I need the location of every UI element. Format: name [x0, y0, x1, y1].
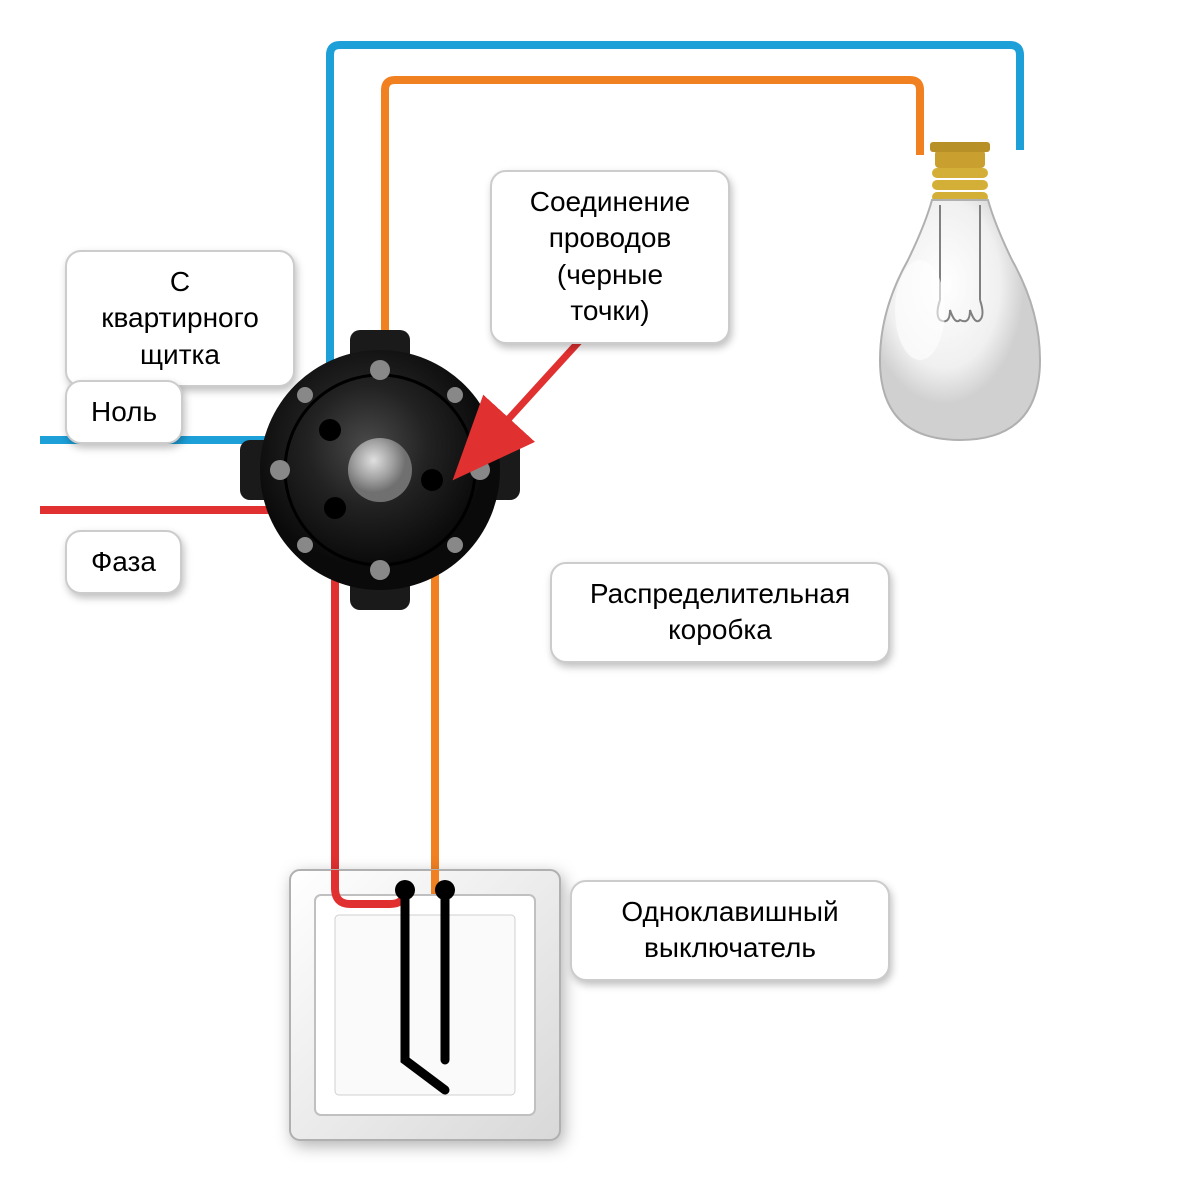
label-wire-connection: Соединение проводов (черные точки) [490, 170, 730, 344]
wires [40, 45, 1020, 870]
pointer-arrow [462, 335, 585, 470]
switch-contact [405, 890, 445, 1090]
load-node [421, 469, 443, 491]
phase-node [324, 497, 346, 519]
label-from-panel: С квартирного щитка [65, 250, 295, 387]
switch-icon [290, 870, 560, 1140]
connection-nodes [319, 419, 443, 519]
label-neutral: Ноль [65, 380, 183, 444]
neutral-node [319, 419, 341, 441]
label-junction-box: Распределительная коробка [550, 562, 890, 663]
light-bulb-icon [880, 142, 1040, 440]
label-phase: Фаза [65, 530, 182, 594]
label-switch: Одноклавишный выключатель [570, 880, 890, 981]
